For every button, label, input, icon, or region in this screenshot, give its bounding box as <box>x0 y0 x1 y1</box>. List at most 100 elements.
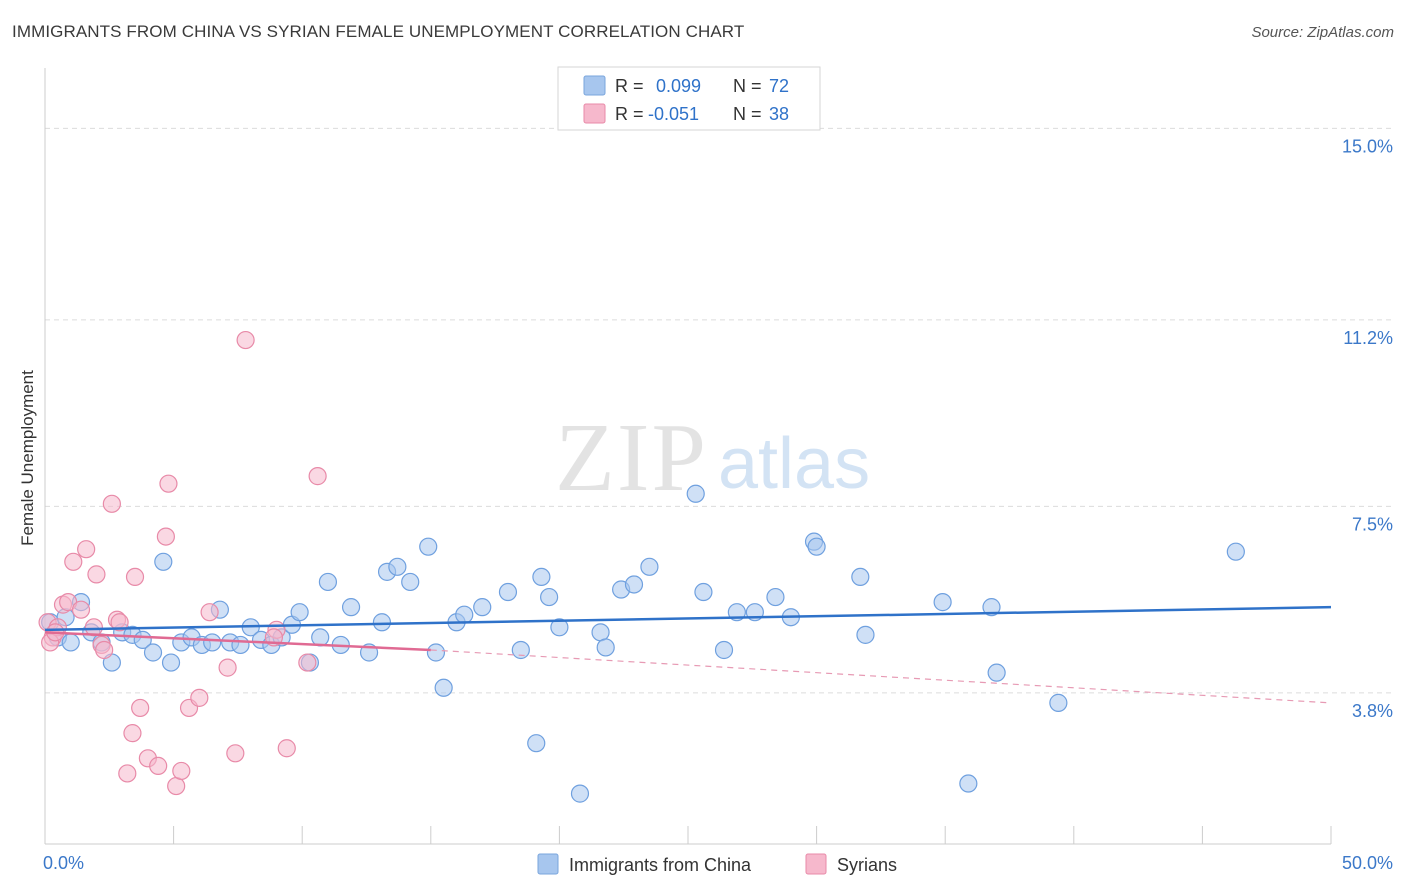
point-china-40 <box>455 605 474 624</box>
point-syrians-14 <box>110 613 129 632</box>
bottom-legend: Immigrants from China Syrians <box>537 853 897 875</box>
point-china-37 <box>426 643 446 662</box>
axes <box>44 68 1332 845</box>
point-china-53 <box>640 557 659 576</box>
point-china-41 <box>473 598 492 617</box>
point-syrians-15 <box>118 764 137 783</box>
series-syrians <box>38 330 327 796</box>
point-syrians-12 <box>102 494 121 513</box>
legend-n-label-syrians: N = <box>733 104 762 124</box>
x-tick-label-1: 50.0% <box>1342 853 1393 873</box>
point-china-27 <box>311 628 330 647</box>
point-syrians-20 <box>149 756 168 775</box>
point-china-67 <box>982 598 1001 617</box>
point-china-43 <box>511 640 530 660</box>
point-china-54 <box>686 484 705 503</box>
point-syrians-21 <box>156 527 175 546</box>
point-china-65 <box>933 593 952 612</box>
y-tick-label-1: 7.5% <box>1352 514 1393 534</box>
trend-dashed-syrians <box>430 649 1332 704</box>
y-tick-label-3: 15.0% <box>1342 136 1393 156</box>
point-china-36 <box>419 537 438 556</box>
legend-swatch-syrians <box>583 103 606 124</box>
point-syrians-18 <box>131 698 150 718</box>
point-china-56 <box>714 640 734 660</box>
point-china-63 <box>851 567 870 587</box>
point-china-44 <box>527 734 546 753</box>
point-china-35 <box>401 572 420 592</box>
point-china-34 <box>388 557 407 576</box>
point-syrians-34 <box>308 467 327 486</box>
point-china-66 <box>959 774 978 793</box>
legend-n-value-china: 72 <box>769 76 789 96</box>
point-china-46 <box>540 587 559 607</box>
watermark: ZIP atlas <box>555 404 870 512</box>
legend-n-label-china: N = <box>733 76 762 96</box>
point-china-50 <box>596 638 615 657</box>
point-china-55 <box>694 582 713 602</box>
x-tick-label-0: 0.0% <box>43 853 84 873</box>
y-axis-label: Female Unemployment <box>18 370 37 546</box>
point-china-69 <box>1049 693 1068 712</box>
point-syrians-30 <box>236 330 255 350</box>
point-syrians-33 <box>298 653 317 672</box>
point-china-42 <box>498 582 518 602</box>
point-china-62 <box>807 537 826 556</box>
point-syrians-26 <box>190 688 209 707</box>
point-china-28 <box>318 572 338 592</box>
point-china-68 <box>987 663 1006 682</box>
y-tick-label-2: 11.2% <box>1343 328 1393 348</box>
point-china-10 <box>143 643 163 662</box>
point-syrians-6 <box>71 600 91 619</box>
correlation-legend: R = 0.099 N = 72 R = -0.051 N = 38 <box>557 66 821 131</box>
bottom-legend-label-syrians: Syrians <box>837 855 897 875</box>
point-china-30 <box>341 598 361 617</box>
point-china-47 <box>550 618 569 637</box>
legend-swatch-china <box>583 75 606 96</box>
legend-r-value-china: 0.099 <box>656 76 701 96</box>
point-china-45 <box>532 567 551 587</box>
point-syrians-27 <box>200 603 219 622</box>
trend-line-syrians <box>44 631 431 652</box>
point-syrians-22 <box>159 474 178 493</box>
series-immigrants-from-china <box>41 484 1245 803</box>
point-china-2 <box>61 633 80 652</box>
point-china-25 <box>290 603 309 622</box>
point-syrians-32 <box>277 739 296 758</box>
legend-r-label-china: R = <box>615 76 644 96</box>
point-china-48 <box>570 784 590 803</box>
point-syrians-5 <box>64 552 83 571</box>
chart-title: IMMIGRANTS FROM CHINA VS SYRIAN FEMALE U… <box>12 22 745 41</box>
point-china-59 <box>766 587 785 607</box>
watermark-atlas: atlas <box>718 424 870 504</box>
gridlines <box>45 127 1393 694</box>
source-label: Source: ZipAtlas.com <box>1251 24 1394 41</box>
point-syrians-9 <box>87 565 106 584</box>
point-syrians-16 <box>123 724 142 743</box>
point-syrians-11 <box>95 640 114 660</box>
point-syrians-28 <box>218 658 237 677</box>
y-tick-label-0: 3.8% <box>1352 701 1393 721</box>
x-tick-labels: 0.0% 50.0% <box>43 853 1393 873</box>
bottom-legend-swatch-china <box>537 853 559 875</box>
point-china-12 <box>161 653 181 672</box>
point-syrians-24 <box>172 761 191 781</box>
legend-n-value-syrians: 38 <box>769 104 789 124</box>
point-china-52 <box>624 575 644 594</box>
point-china-64 <box>856 625 875 644</box>
point-china-38 <box>434 678 453 697</box>
trend-line-china <box>44 605 1332 632</box>
point-china-32 <box>372 613 392 632</box>
legend-r-label-syrians: R = <box>615 104 644 124</box>
point-syrians-7 <box>77 540 96 559</box>
point-syrians-17 <box>125 567 145 587</box>
point-china-11 <box>154 552 173 571</box>
point-syrians-23 <box>167 776 186 796</box>
point-syrians-29 <box>226 744 245 763</box>
point-china-16 <box>203 633 222 652</box>
bottom-legend-swatch-syrians <box>805 853 827 875</box>
point-china-49 <box>591 623 610 642</box>
y-tick-labels: 3.8% 7.5% 11.2% 15.0% <box>1342 136 1393 720</box>
watermark-zip: ZIP <box>555 404 708 512</box>
